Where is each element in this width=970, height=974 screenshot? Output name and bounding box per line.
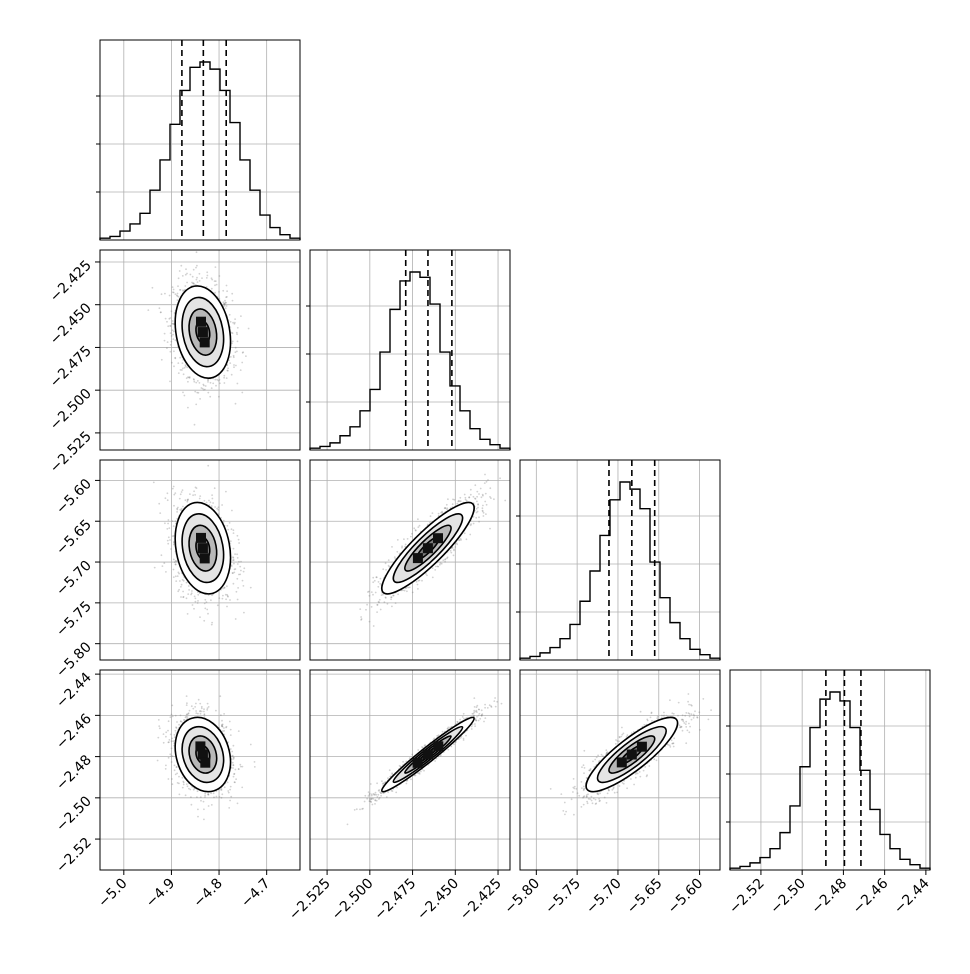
density-peak-cell [433,533,443,543]
density-peak-cell [413,758,423,768]
density-peak-cell [423,750,433,760]
histogram-2 [520,482,720,660]
ytick-label-1: −2.525 [47,428,95,476]
density-peak-cell [617,757,627,767]
ytick-label-3: −2.48 [53,752,95,794]
density-peak-cell [200,758,210,768]
xtick-label-1: −2.500 [329,876,377,924]
density-peak-cell [627,750,637,760]
xtick-label-3: −2.50 [767,876,809,918]
density-peak-cell [200,337,210,347]
xtick-label-0: −4.7 [238,876,273,911]
xtick-label-0: −4.8 [191,876,226,911]
ytick-label-2: −5.80 [53,639,95,681]
ytick-label-1: −2.425 [47,257,95,305]
xtick-label-3: −2.52 [726,876,768,918]
density-peak-cell [433,741,443,751]
density-peak-cell [637,742,647,752]
density-peak-cell [196,317,206,327]
ytick-label-2: −5.70 [53,558,95,600]
density-peak-cell [413,553,423,563]
ytick-label-1: −2.500 [47,386,95,434]
ytick-label-1: −2.475 [47,343,95,391]
xtick-label-3: −2.44 [891,875,933,917]
histogram-3 [730,692,930,870]
histogram-1 [310,272,510,450]
ytick-label-2: −5.65 [53,517,95,559]
xtick-label-3: −2.46 [850,875,892,917]
density-peak-cell [198,543,208,553]
density-peak-cell [200,553,210,563]
density-peak-cell [198,327,208,337]
panel-frame-diag-3 [730,670,930,870]
density-peak-cell [196,533,206,543]
xtick-label-3: −2.48 [809,876,851,918]
xtick-label-2: −5.65 [624,876,666,918]
xtick-label-2: −5.60 [665,876,707,918]
ytick-label-3: −2.46 [53,711,95,753]
xtick-label-0: −5.0 [95,876,130,911]
histogram-0 [100,62,300,240]
xtick-label-0: −4.9 [143,876,178,911]
ytick-label-2: −5.75 [53,598,95,640]
xtick-label-2: −5.70 [583,876,625,918]
xtick-label-1: −2.475 [371,876,419,924]
xtick-label-1: −2.425 [457,876,505,924]
panel-frame-diag-0 [100,40,300,240]
ytick-label-1: −2.450 [47,300,95,348]
ytick-label-3: −2.50 [53,793,95,835]
ytick-label-3: −2.52 [53,835,95,877]
xtick-label-2: −5.80 [502,876,544,918]
xtick-label-1: −2.525 [286,876,334,924]
xtick-label-1: −2.450 [414,876,462,924]
xtick-label-2: −5.75 [542,876,584,918]
ytick-label-2: −5.60 [53,476,95,518]
density-peak-cell [423,543,433,553]
